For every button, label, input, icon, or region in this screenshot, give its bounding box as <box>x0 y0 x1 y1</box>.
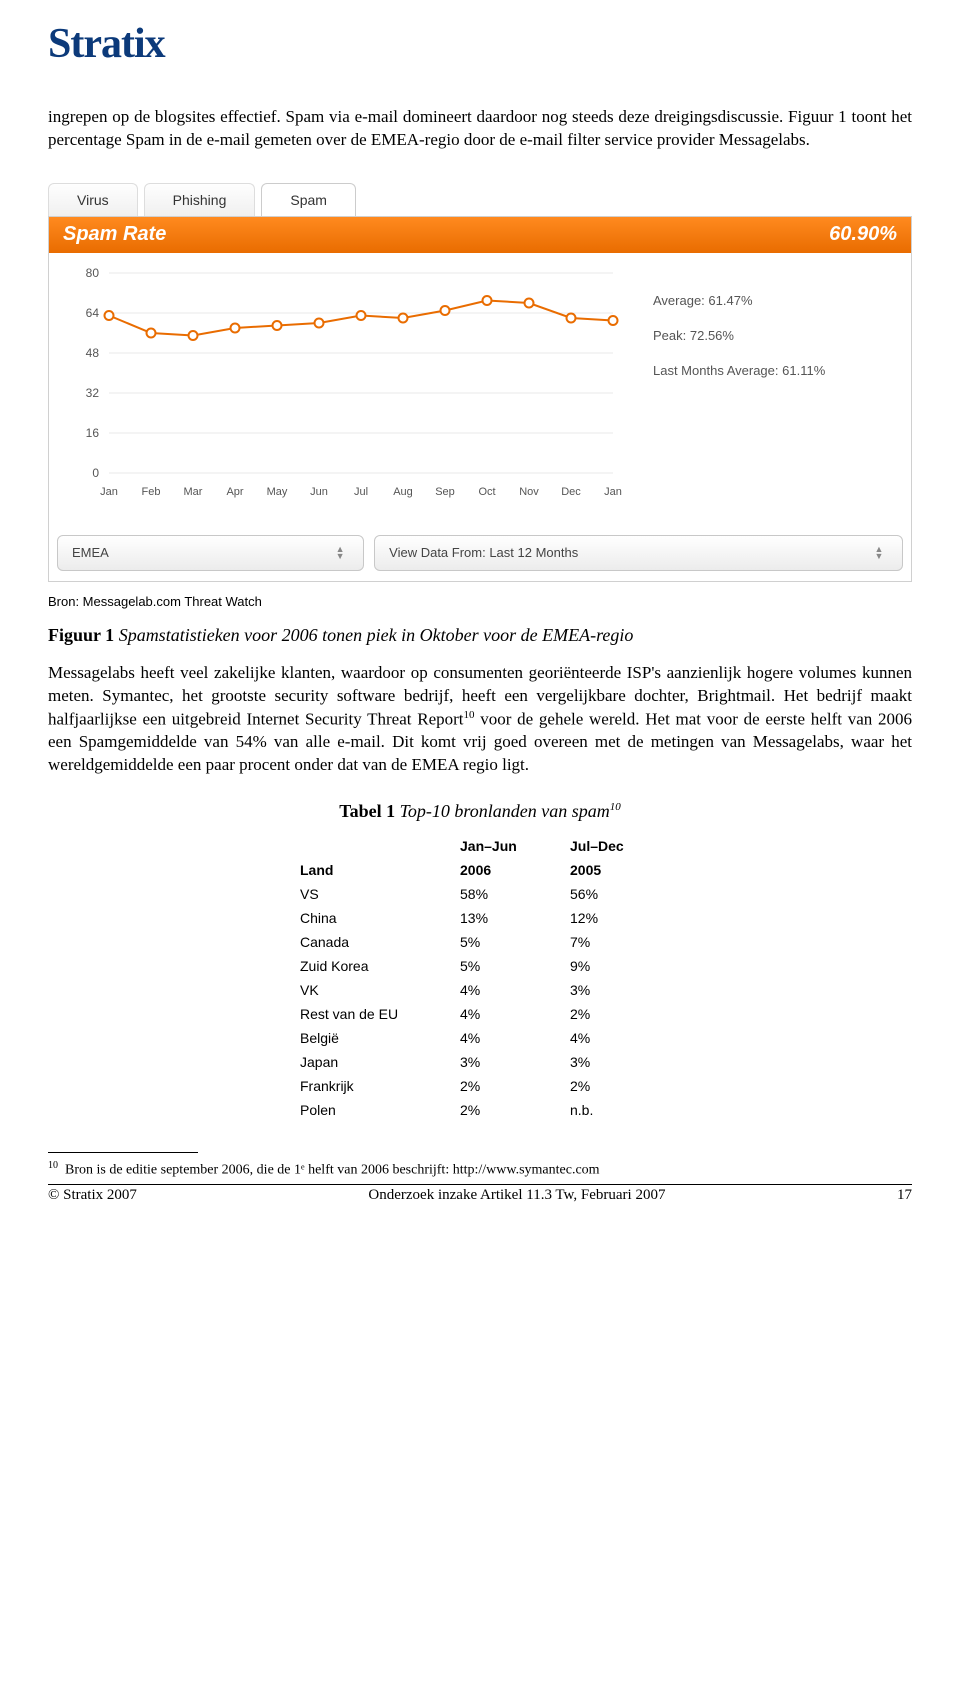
stepper-icon: ▲▼ <box>870 546 888 560</box>
paragraph-intro: ingrepen op de blogsites effectief. Spam… <box>48 106 912 152</box>
chart-source: Bron: Messagelab.com Threat Watch <box>48 594 912 609</box>
range-selector[interactable]: View Data From: Last 12 Months ▲▼ <box>374 535 903 571</box>
table-row: Japan3%3% <box>300 1050 660 1074</box>
chart-panel: Spam Rate 60.90% 0 16 32 48 64 80 Jan Feb Mar Apr… <box>48 216 912 582</box>
svg-text:Jan: Jan <box>604 486 622 498</box>
rate-bar-value: 60.90% <box>829 223 897 246</box>
svg-text:Nov: Nov <box>519 486 539 498</box>
rate-bar-title: Spam Rate <box>63 223 166 246</box>
spam-countries-table: Jan–Jun Jul–Dec Land 2006 2005 VS58%56%C… <box>300 834 660 1122</box>
svg-text:Sep: Sep <box>435 486 455 498</box>
tab-spam[interactable]: Spam <box>261 183 356 216</box>
region-selector[interactable]: EMEA ▲▼ <box>57 535 364 571</box>
table-row: VK4%3% <box>300 978 660 1002</box>
svg-text:0: 0 <box>92 466 99 480</box>
table-row: België4%4% <box>300 1026 660 1050</box>
footnote: 10 Bron is de editie september 2006, die… <box>48 1159 912 1180</box>
stat-average: Average: 61.47% <box>653 293 897 308</box>
svg-text:16: 16 <box>86 426 100 440</box>
footnote-rule <box>48 1152 198 1153</box>
tab-virus[interactable]: Virus <box>48 183 138 216</box>
table-row: Rest van de EU4%2% <box>300 1002 660 1026</box>
svg-text:32: 32 <box>86 386 100 400</box>
spam-rate-widget: Virus Phishing Spam Spam Rate 60.90% 0 16… <box>48 176 912 582</box>
svg-text:May: May <box>267 486 288 498</box>
page-footer: © Stratix 2007 Onderzoek inzake Artikel … <box>48 1184 912 1204</box>
footer-left: © Stratix 2007 <box>48 1187 137 1204</box>
region-selector-value: EMEA <box>72 545 109 560</box>
table-row: Frankrijk2%2% <box>300 1074 660 1098</box>
figure-caption: Figuur 1 Spamstatistieken voor 2006 tone… <box>48 625 912 646</box>
table-row: China13%12% <box>300 906 660 930</box>
brand-logo: Stratix <box>48 20 912 68</box>
stat-last-month: Last Months Average: 61.11% <box>653 363 897 378</box>
paragraph-body: Messagelabs heeft veel zakelijke klanten… <box>48 662 912 777</box>
svg-text:48: 48 <box>86 346 100 360</box>
spam-rate-plot: 0 16 32 48 64 80 Jan Feb Mar Apr May Jun Jul Aug Sep Oc… <box>63 263 623 503</box>
range-selector-value: View Data From: Last 12 Months <box>389 545 578 560</box>
svg-text:Jun: Jun <box>310 486 328 498</box>
svg-text:Feb: Feb <box>142 486 161 498</box>
svg-text:Aug: Aug <box>393 486 413 498</box>
svg-text:Oct: Oct <box>478 486 495 498</box>
table-row: Polen2%n.b. <box>300 1098 660 1122</box>
footer-center: Onderzoek inzake Artikel 11.3 Tw, Februa… <box>368 1187 665 1204</box>
svg-text:64: 64 <box>86 306 100 320</box>
stepper-icon: ▲▼ <box>331 546 349 560</box>
svg-text:Jul: Jul <box>354 486 368 498</box>
svg-text:Mar: Mar <box>184 486 203 498</box>
footer-right: 17 <box>897 1187 912 1204</box>
svg-text:Apr: Apr <box>226 486 243 498</box>
table-row: VS58%56% <box>300 882 660 906</box>
table-caption: Tabel 1 Top-10 bronlanden van spam10 <box>48 801 912 822</box>
chart-tabs: Virus Phishing Spam <box>48 176 912 216</box>
svg-text:Jan: Jan <box>100 486 118 498</box>
table-row: Canada5%7% <box>300 930 660 954</box>
tab-phishing[interactable]: Phishing <box>144 183 256 216</box>
svg-text:80: 80 <box>86 266 100 280</box>
stat-peak: Peak: 72.56% <box>653 328 897 343</box>
svg-text:Dec: Dec <box>561 486 581 498</box>
table-row: Zuid Korea5%9% <box>300 954 660 978</box>
